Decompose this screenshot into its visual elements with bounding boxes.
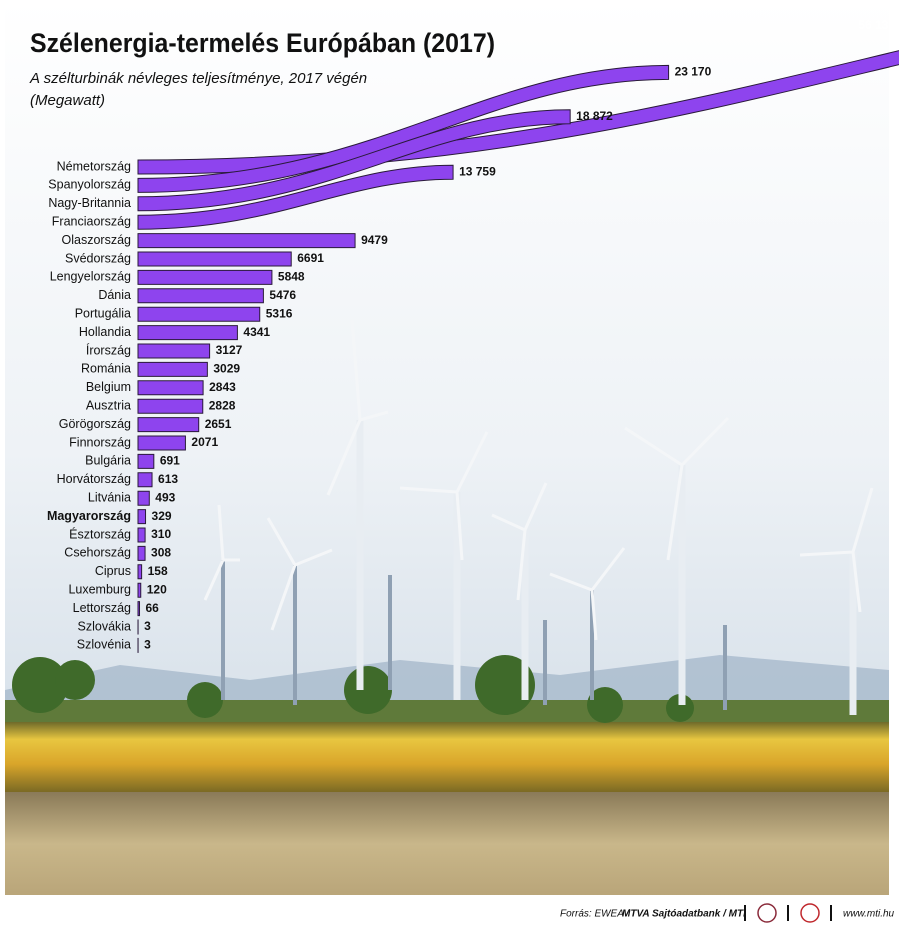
source: Forrás: EWEA / bbox=[560, 909, 630, 920]
bar bbox=[137, 601, 141, 617]
value-label: 2843 bbox=[209, 380, 236, 394]
value-label: 56 132 bbox=[858, 18, 895, 32]
bar bbox=[137, 164, 454, 230]
value-label: 3 bbox=[144, 638, 151, 652]
value-label: 9479 bbox=[361, 233, 388, 247]
bar bbox=[137, 50, 899, 175]
bar bbox=[137, 398, 204, 414]
site: www.mti.hu bbox=[843, 909, 895, 920]
value-label: 13 759 bbox=[459, 164, 496, 178]
category-label: Finnország bbox=[69, 435, 131, 449]
category-label: Szlovénia bbox=[77, 638, 131, 652]
chart-title: Szélenergia-termelés Európában (2017) bbox=[30, 28, 495, 58]
bar bbox=[137, 343, 211, 359]
value-label: 308 bbox=[151, 546, 171, 560]
bar bbox=[137, 269, 273, 285]
category-label: Írország bbox=[86, 342, 131, 357]
category-label: Szlovákia bbox=[78, 619, 132, 633]
bar bbox=[137, 325, 238, 341]
value-label: 493 bbox=[155, 490, 175, 504]
bar bbox=[137, 306, 261, 322]
value-label: 120 bbox=[147, 582, 167, 596]
bar bbox=[137, 417, 200, 433]
bar bbox=[137, 435, 186, 451]
value-label: 3127 bbox=[216, 343, 243, 357]
category-label: Észtország bbox=[69, 526, 131, 541]
value-label: 5316 bbox=[266, 306, 293, 320]
value-label: 691 bbox=[160, 454, 180, 468]
value-label: 5476 bbox=[269, 288, 296, 302]
value-label: 23 170 bbox=[675, 65, 712, 79]
category-label: Luxemburg bbox=[68, 582, 131, 596]
footer: Forrás: EWEA / MTVA Sajtóadatbank / MTI … bbox=[0, 900, 899, 927]
value-label: 3029 bbox=[213, 362, 240, 376]
bar bbox=[137, 109, 571, 212]
bar bbox=[137, 490, 150, 506]
category-label: Csehország bbox=[64, 546, 131, 560]
bar bbox=[137, 251, 292, 267]
value-label: 310 bbox=[151, 527, 171, 541]
category-label: Németország bbox=[57, 159, 131, 173]
bar bbox=[137, 64, 670, 193]
value-label: 2828 bbox=[209, 398, 236, 412]
chart-subtitle: (Megawatt) bbox=[30, 92, 105, 109]
value-label: 2651 bbox=[205, 417, 232, 431]
bar bbox=[137, 453, 155, 469]
bar bbox=[137, 564, 143, 580]
value-label: 158 bbox=[148, 564, 168, 578]
bar bbox=[137, 233, 356, 249]
value-label: 329 bbox=[152, 509, 172, 523]
category-label: Románia bbox=[81, 362, 131, 376]
value-label: 2071 bbox=[191, 435, 218, 449]
bar bbox=[137, 509, 147, 525]
value-label: 613 bbox=[158, 472, 178, 486]
category-label: Hollandia bbox=[79, 325, 131, 339]
category-label: Ciprus bbox=[95, 564, 131, 578]
bars bbox=[137, 50, 899, 653]
category-label: Dánia bbox=[98, 288, 131, 302]
logo bbox=[800, 903, 820, 923]
category-label: Franciaország bbox=[52, 214, 131, 228]
category-label: Spanyolország bbox=[48, 178, 131, 192]
category-label: Ausztria bbox=[86, 398, 131, 412]
category-label: Magyarország bbox=[47, 509, 131, 523]
bar bbox=[137, 472, 153, 488]
value-label: 6691 bbox=[297, 251, 324, 265]
category-label: Horvátország bbox=[57, 472, 131, 486]
category-label: Litvánia bbox=[88, 490, 131, 504]
category-label: Lettország bbox=[73, 601, 131, 615]
category-label: Bulgária bbox=[85, 454, 131, 468]
category-label: Görögország bbox=[59, 417, 131, 431]
chart-subtitle: A szélturbinák névleges teljesítménye, 2… bbox=[29, 70, 367, 87]
category-label: Nagy-Britannia bbox=[48, 196, 131, 210]
value-label: 66 bbox=[146, 601, 160, 615]
value-label: 4341 bbox=[243, 325, 270, 339]
bar bbox=[137, 361, 208, 377]
bar bbox=[137, 380, 204, 396]
value-label: 5848 bbox=[278, 270, 305, 284]
value-label: 3 bbox=[144, 619, 151, 633]
category-label: Svédország bbox=[65, 251, 131, 265]
value-label: 18 872 bbox=[576, 109, 613, 123]
logo bbox=[757, 903, 777, 923]
source-bold: MTVA Sajtóadatbank / MTI bbox=[622, 909, 746, 920]
bar bbox=[137, 527, 146, 543]
category-label: Belgium bbox=[86, 380, 131, 394]
bar bbox=[137, 288, 264, 304]
bar bbox=[137, 582, 142, 598]
category-label: Lengyelország bbox=[50, 270, 131, 284]
category-label: Portugália bbox=[75, 306, 131, 320]
bar bbox=[137, 545, 146, 561]
category-label: Olaszország bbox=[62, 233, 132, 247]
